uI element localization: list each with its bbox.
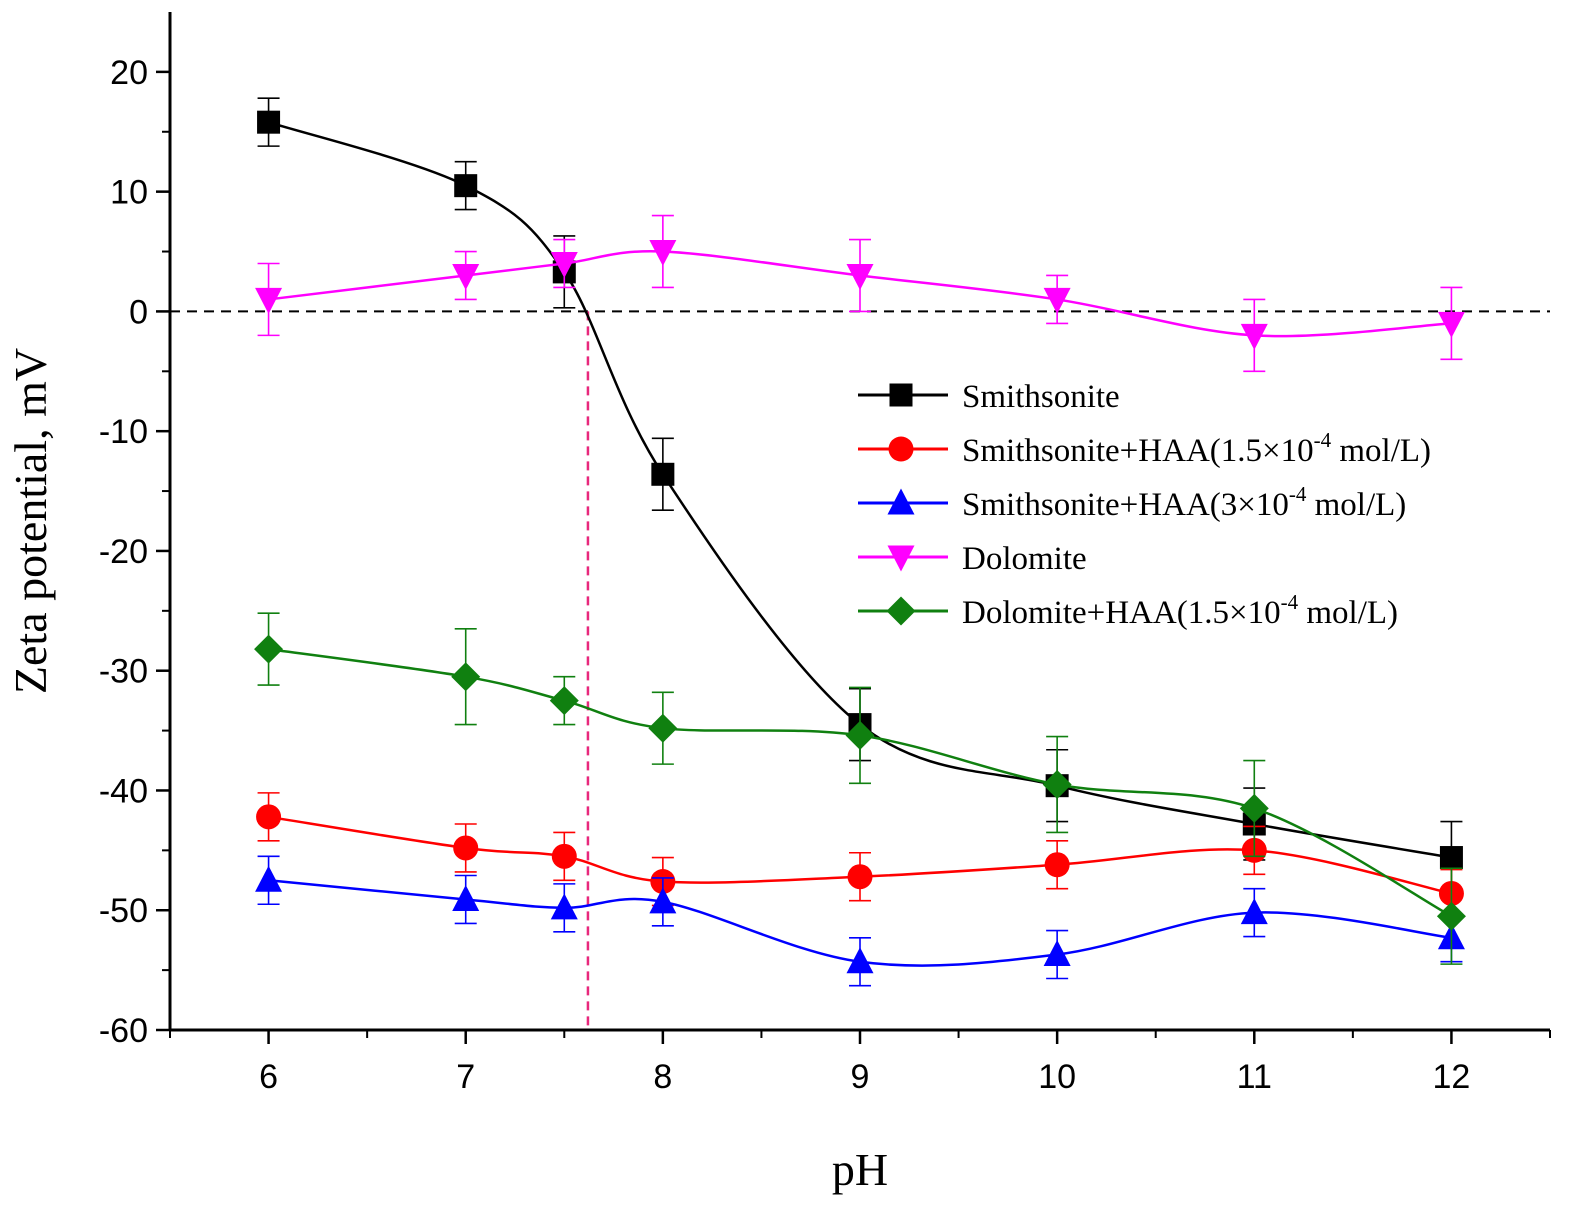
x-tick-label: 7	[456, 1058, 475, 1096]
data-point	[1436, 901, 1466, 931]
data-point	[452, 263, 480, 290]
series-line	[268, 120, 1452, 859]
data-point	[254, 634, 284, 664]
axes-layer: 6 7 8 9 10 11 12 20 10 0 -10 -20 -30 -40 -50 -60	[99, 12, 1551, 1096]
x-axis-title: pH	[832, 1144, 888, 1195]
legend-marker	[888, 436, 914, 462]
data-point	[846, 947, 874, 974]
y-tick-label: -40	[99, 772, 148, 810]
legend-item: Dolomite	[858, 541, 1087, 577]
data-point	[651, 462, 675, 486]
legend-marker	[889, 383, 913, 407]
data-point	[255, 287, 283, 314]
legend-label: Dolomite	[962, 541, 1087, 577]
data-point	[1044, 852, 1070, 878]
legend-label-tail: mol/L)	[1306, 487, 1406, 523]
data-point	[846, 263, 874, 290]
series-2	[255, 855, 1465, 987]
x-tick-label: 11	[1237, 1058, 1272, 1096]
y-tick-label: 20	[110, 54, 148, 92]
data-point	[452, 884, 480, 911]
legend-marker	[887, 545, 915, 572]
series-0	[257, 97, 1463, 895]
y-tick-label: 0	[129, 293, 148, 331]
legend-item: Dolomite+HAA(1.5×10-4 mol/L)	[858, 590, 1398, 631]
x-tick-label: 8	[653, 1058, 672, 1096]
data-point	[451, 662, 481, 692]
legend-label-superscript: -4	[1314, 428, 1332, 452]
legend-label: Smithsonite+HAA(3×10-4 mol/L)	[962, 482, 1406, 523]
legend-label: Dolomite+HAA(1.5×10-4 mol/L)	[962, 590, 1398, 631]
legend-label-superscript: -4	[1289, 482, 1307, 506]
y-tick-label: -20	[99, 533, 148, 571]
data-point	[1043, 287, 1071, 314]
data-point	[1239, 793, 1269, 823]
data-point	[453, 835, 479, 861]
data-point	[648, 713, 678, 743]
y-tick-label: -30	[99, 653, 148, 691]
legend-marker	[886, 596, 916, 626]
legend-label-tail: mol/L)	[1331, 433, 1431, 469]
legend-label-main: Smithsonite+HAA(1.5×10	[962, 433, 1314, 469]
legend-label: Smithsonite+HAA(1.5×10-4 mol/L)	[962, 428, 1431, 469]
legend-item: Smithsonite	[858, 379, 1120, 415]
legend-label-main: Dolomite	[962, 541, 1087, 577]
legend-label-main: Dolomite+HAA(1.5×10	[962, 595, 1281, 631]
data-point	[550, 893, 578, 920]
y-tick-label: -60	[99, 1012, 148, 1050]
x-tick-label: 10	[1038, 1058, 1076, 1096]
data-point	[1240, 323, 1268, 350]
legend-label: Smithsonite	[962, 379, 1120, 415]
legend-label-tail: mol/L)	[1298, 595, 1398, 631]
data-point	[1437, 311, 1465, 338]
series-3	[255, 214, 1465, 373]
legend-label-superscript: -4	[1281, 590, 1299, 614]
data-point	[257, 110, 281, 134]
data-point	[256, 804, 282, 830]
data-point	[847, 864, 873, 890]
y-tick-label: 10	[110, 174, 148, 212]
data-point	[1240, 898, 1268, 925]
data-point	[1439, 846, 1463, 870]
y-axis-title: Zeta potential, mV	[5, 348, 56, 694]
legend-item: Smithsonite+HAA(1.5×10-4 mol/L)	[858, 428, 1431, 469]
data-point	[649, 887, 677, 914]
series-1	[256, 792, 1464, 919]
data-point	[551, 843, 577, 869]
data-point	[1042, 769, 1072, 799]
data-point	[649, 240, 677, 267]
series-layer	[254, 97, 1466, 987]
series-4	[254, 612, 1466, 965]
data-point	[549, 686, 579, 716]
x-tick-label: 6	[259, 1058, 278, 1096]
x-tick-label: 12	[1433, 1058, 1471, 1096]
data-point	[255, 865, 283, 892]
x-tick-label: 9	[851, 1058, 870, 1096]
legend-marker	[887, 488, 915, 515]
data-point	[454, 174, 478, 198]
legend-label-main: Smithsonite+HAA(3×10	[962, 487, 1289, 523]
y-tick-label: -50	[99, 892, 148, 930]
data-point	[845, 720, 875, 750]
legend-item: Smithsonite+HAA(3×10-4 mol/L)	[858, 482, 1406, 523]
data-point	[1043, 940, 1071, 967]
y-tick-label: -10	[99, 413, 148, 451]
legend-label-main: Smithsonite	[962, 379, 1120, 415]
data-point	[550, 252, 578, 279]
